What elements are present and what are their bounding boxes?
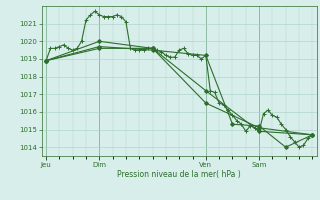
X-axis label: Pression niveau de la mer( hPa ): Pression niveau de la mer( hPa ) bbox=[117, 170, 241, 179]
